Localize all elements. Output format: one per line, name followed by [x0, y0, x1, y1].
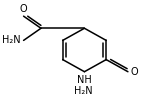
Text: O: O [20, 4, 27, 14]
Text: O: O [131, 67, 138, 77]
Text: H₂N: H₂N [74, 86, 93, 96]
Text: NH: NH [77, 75, 92, 85]
Text: H₂N: H₂N [2, 35, 21, 45]
